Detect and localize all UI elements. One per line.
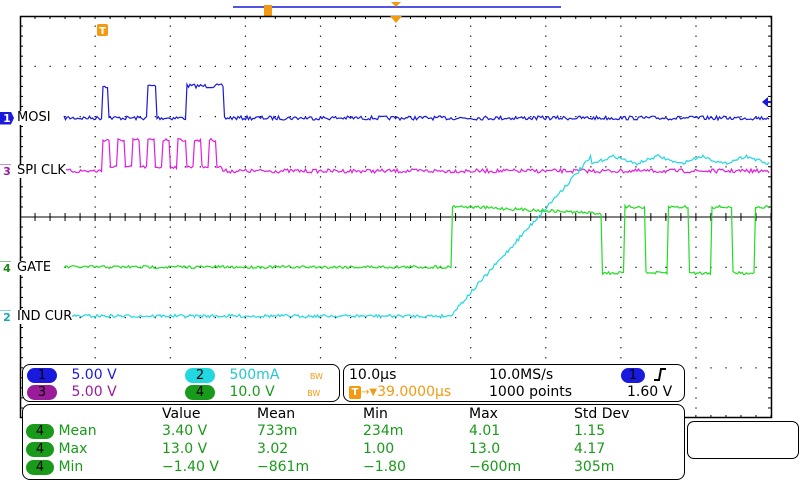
overview-center-marker [391, 2, 401, 7]
ch2-bandwidth-limit-icon: BW [309, 372, 323, 381]
meas-cell: 4.17 [574, 441, 606, 457]
meas-source-badge: 4 [26, 424, 54, 439]
trigger-position[interactable]: T →▼ 39.0000µs [349, 384, 451, 400]
ch4-scale[interactable]: 4 10.0 V BW [185, 384, 320, 400]
meas-cell: −1.80 [363, 459, 406, 475]
trigger-time-marker [97, 24, 108, 36]
ch3-badge: 3 [27, 385, 57, 400]
measurements-panel: Value Mean Min Max Std Dev 4 Mean 3.40 V 7… [22, 404, 685, 480]
ch4-label-text: GATE [17, 260, 52, 275]
ch4-waveform-label[interactable]: 4 GATE [0, 260, 52, 275]
ch1-badge: 1 [27, 368, 57, 383]
ch2-ground-marker[interactable]: 2 [0, 310, 14, 324]
time-per-div[interactable]: 10.0µs [349, 367, 397, 383]
ch3-waveform [63, 137, 770, 175]
trigger-position-value: 39.0000µs [377, 384, 452, 400]
trigger-level[interactable]: 1.60 V [627, 384, 673, 400]
meas-cell: 13.0 V [162, 441, 208, 457]
meas-source-badge: 4 [26, 460, 54, 475]
ch4-waveform [63, 203, 770, 276]
meas-header-value: Value [162, 406, 201, 422]
ch4-bandwidth-limit-icon: BW [307, 389, 321, 398]
meas-name: Min [58, 459, 84, 475]
ch1-waveform-label[interactable]: 1 MOSI [0, 111, 51, 125]
trigger-level-arrow [762, 97, 768, 107]
meas-header-min: Min [363, 406, 388, 422]
empty-readout-box [687, 421, 799, 459]
ch1-scale-value: 5.00 V [71, 367, 117, 383]
rising-edge-icon [654, 368, 666, 381]
meas-name: Mean [58, 423, 97, 439]
ch2-waveform-label[interactable]: 2 IND CUR [0, 309, 73, 324]
trigger-t-icon: T [349, 385, 361, 399]
meas-name: Max [58, 441, 88, 457]
trigger-source[interactable]: 1 [621, 367, 645, 383]
meas-header-mean: Mean [257, 406, 296, 422]
ch3-scale-value: 5.00 V [71, 384, 117, 400]
ch2-waveform [63, 153, 770, 319]
ch4-ground-marker[interactable]: 4 [0, 261, 14, 275]
meas-cell: 1.15 [574, 423, 606, 439]
trigger-source-badge: 1 [621, 368, 645, 383]
meas-cell: −1.40 V [162, 459, 219, 475]
meas-cell: 4.01 [469, 423, 501, 439]
meas-cell: 13.0 [469, 441, 501, 457]
ch3-label-text: SPI CLK [17, 163, 66, 178]
meas-cell: 1.00 [363, 441, 395, 457]
overview-trigger-marker [264, 5, 272, 16]
timebase-trigger-panel: 10.0µs T →▼ 39.0000µs 10.0MS/s 1000 poin… [343, 364, 685, 402]
ch1-waveform [63, 82, 770, 122]
svg-text:T: T [99, 26, 106, 37]
channel-scale-panel: 1 5.00 V 3 5.00 V 2 500mA BW 4 10.0 V BW [22, 364, 340, 402]
meas-row-label[interactable]: 4 Min [26, 459, 83, 475]
ch2-label-text: IND CUR [17, 309, 73, 324]
sample-rate: 10.0MS/s [489, 367, 554, 383]
meas-header-std-dev: Std Dev [574, 406, 630, 422]
meas-cell: 305m [574, 459, 615, 475]
ch4-badge: 4 [185, 385, 215, 400]
ch4-scale-value: 10.0 V [229, 384, 275, 400]
ch3-scale[interactable]: 3 5.00 V [27, 384, 117, 400]
meas-row-label[interactable]: 4 Max [26, 441, 87, 457]
meas-cell: −600m [469, 459, 522, 475]
trigger-arrow-icon: →▼ [361, 386, 378, 398]
ch3-ground-marker[interactable]: 3 [0, 164, 14, 178]
ch1-scale[interactable]: 1 5.00 V [27, 367, 117, 383]
ch3-waveform-label[interactable]: 3 SPI CLK [0, 164, 66, 178]
meas-cell: −861m [257, 459, 310, 475]
record-length[interactable]: 1000 points [489, 384, 573, 400]
meas-cell: 733m [257, 423, 298, 439]
meas-cell: 3.40 V [162, 423, 208, 439]
meas-cell: 234m [363, 423, 404, 439]
meas-source-badge: 4 [26, 442, 54, 457]
ch1-ground-marker[interactable]: 1 [0, 111, 14, 125]
meas-header-max: Max [469, 406, 498, 422]
meas-row-label[interactable]: 4 Mean [26, 423, 97, 439]
ch2-scale[interactable]: 2 500mA BW [185, 367, 323, 383]
trigger-position-marker [390, 16, 402, 23]
ch2-scale-value: 500mA [229, 367, 280, 383]
ch1-label-text: MOSI [17, 110, 51, 125]
meas-cell: 3.02 [257, 441, 289, 457]
ch2-badge: 2 [185, 368, 215, 383]
